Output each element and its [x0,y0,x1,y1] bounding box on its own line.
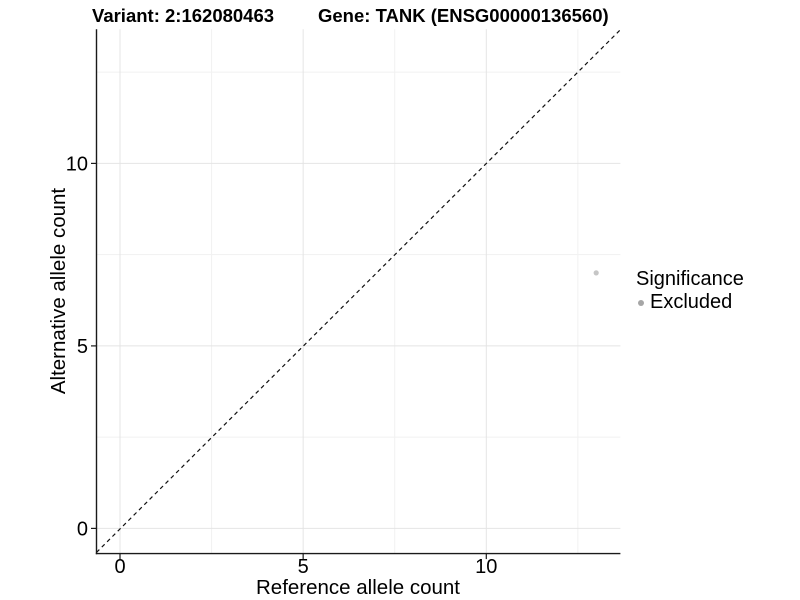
y-tick-label: 0 [77,519,88,541]
legend-item: Excluded [634,291,744,313]
identity-reference-line [96,28,622,553]
x-axis-title: Reference allele count [256,576,460,599]
x-tick-label: 5 [298,556,309,578]
y-tick-label: 10 [66,154,88,176]
data-point [593,270,599,276]
x-tick-label: 0 [114,556,125,578]
x-tick-label: 10 [475,556,497,578]
legend-title: Significance [636,268,744,290]
y-axis-title: Alternative allele count [47,187,70,395]
legend-item-label: Excluded [650,291,733,313]
chart-title-gene: Gene: TANK (ENSG00000136560) [318,5,609,26]
legend-items: Excluded [634,291,744,313]
legend-key-dot-icon [638,299,644,306]
legend: Significance Excluded [634,268,744,313]
y-tick-label: 5 [77,336,88,358]
chart-title-variant: Variant: 2:162080463 [92,5,275,26]
